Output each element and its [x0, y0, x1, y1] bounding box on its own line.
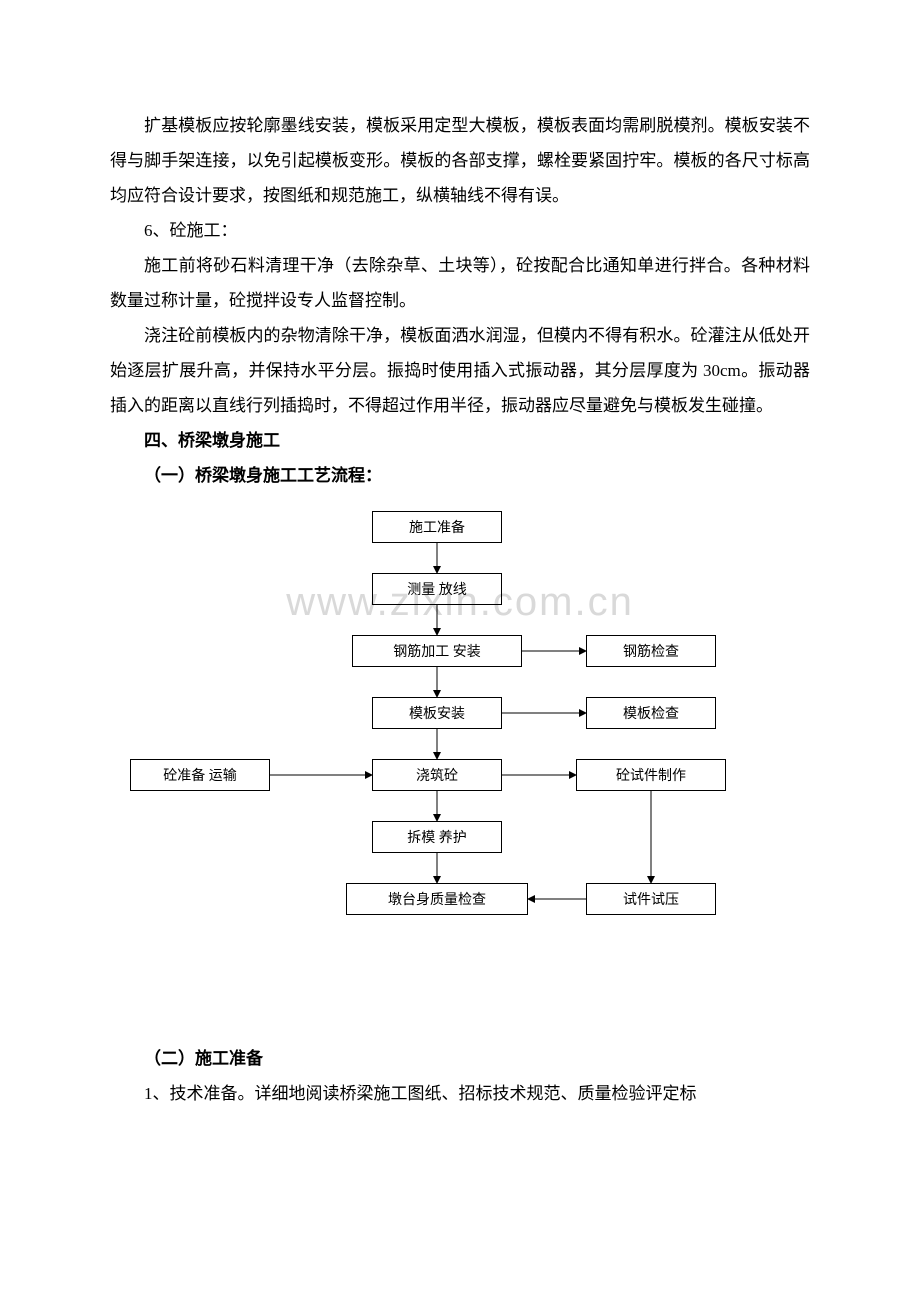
flowchart-container: 施工准备测量 放线钢筋加工 安装钢筋检查模板安装模板检查砼准备 运输浇筑砼砼试件… — [110, 511, 810, 951]
heading-3: （二）施工准备 — [110, 1041, 810, 1076]
paragraph-3: 施工前将砂石料清理干净（去除杂草、土块等），砼按配合比通知单进行拌合。各种材料数… — [110, 248, 810, 318]
flowchart-edges-svg — [110, 511, 810, 951]
paragraph-5: 1、技术准备。详细地阅读桥梁施工图纸、招标技术规范、质量检验评定标 — [110, 1076, 810, 1111]
heading-2: （一）桥梁墩身施工工艺流程： — [110, 458, 810, 493]
paragraph-4: 浇注砼前模板内的杂物清除干净，模板面洒水润湿，但模内不得有积水。砼灌注从低处开始… — [110, 318, 810, 423]
paragraph-2: 6、砼施工： — [110, 213, 810, 248]
heading-1: 四、桥梁墩身施工 — [110, 423, 810, 458]
paragraph-1: 扩基模板应按轮廓墨线安装，模板采用定型大模板，模板表面均需刷脱模剂。模板安装不得… — [110, 108, 810, 213]
section-gap — [110, 951, 810, 1041]
